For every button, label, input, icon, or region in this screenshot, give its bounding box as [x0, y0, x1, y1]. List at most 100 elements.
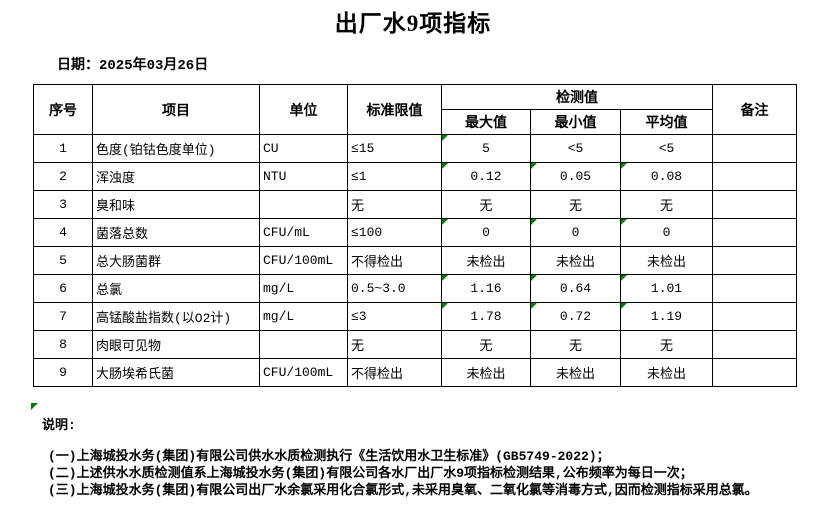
cell-limit-text: ≤100	[351, 225, 383, 240]
cell-item: 浑浊度	[92, 162, 260, 191]
cell-avg-text: 0	[662, 225, 671, 240]
cell-min: 无	[530, 190, 621, 219]
table-row: 9 大肠埃希氏菌 CFU/100mL 不得检出 未检出 未检出 未检出	[33, 358, 798, 387]
cell-max: 未检出	[441, 358, 531, 387]
cell-max: 未检出	[441, 246, 531, 275]
cell-error-flag-triangle	[442, 135, 448, 141]
cell-no-text: 5	[59, 253, 67, 268]
cell-avg: 0.08	[619, 162, 714, 191]
cell-min-text: 0.05	[559, 169, 592, 184]
col-header-avg: 平均值	[619, 109, 714, 135]
table-row: 4 菌落总数 CFU/mL ≤100 0 0 0	[33, 218, 798, 247]
cell-max-text: 0.12	[470, 169, 502, 184]
cell-min-text: 未检出	[555, 255, 595, 270]
cell-limit: ≤3	[347, 302, 442, 331]
cell-item-text: 臭和味	[96, 199, 136, 214]
cell-unit-text: mg/L	[263, 281, 295, 296]
cell-error-flag-triangle	[621, 219, 627, 225]
cell-error-flag-triangle	[442, 303, 448, 309]
cell-avg: 0	[619, 218, 714, 247]
cell-min-text: 0.72	[559, 309, 592, 324]
cell-error-flag-triangle	[442, 163, 448, 169]
cell-max-text: 1.78	[470, 309, 502, 324]
cell-item-text: 总氯	[96, 283, 123, 298]
notes-block: (一)上海城投水务(集团)有限公司供水水质检测执行《生活饮用水卫生标准》(GB5…	[48, 448, 758, 499]
cell-avg: 1.01	[619, 274, 714, 303]
cell-remark	[712, 162, 798, 191]
cell-limit: ≤100	[347, 218, 442, 247]
cell-avg-text: 无	[660, 339, 674, 354]
cell-error-flag-triangle	[531, 219, 537, 225]
cell-remark	[712, 274, 798, 303]
cell-limit: 不得检出	[347, 246, 442, 275]
cell-no-text: 8	[59, 337, 67, 352]
cell-item-text: 浑浊度	[96, 171, 136, 186]
cell-unit: CFU/mL	[259, 218, 348, 247]
cell-min: 未检出	[530, 246, 621, 275]
cell-limit-text: 不得检出	[351, 255, 404, 270]
cell-item-text: 高锰酸盐指数(以O2计)	[96, 311, 232, 326]
cell-remark	[712, 358, 798, 387]
cell-limit: ≤15	[347, 134, 442, 163]
note-line-2: (二)上述供水水质检测值系上海城投水务(集团)有限公司各水厂出厂水9项指标检测结…	[48, 466, 693, 481]
cell-unit-text: CFU/mL	[263, 225, 310, 240]
cell-avg-text: 无	[660, 199, 674, 214]
cell-max: 无	[441, 190, 531, 219]
cell-limit: 无	[347, 330, 442, 359]
cell-limit-text: 无	[351, 199, 365, 214]
cell-max-text: 未检出	[466, 367, 506, 382]
cell-avg-text: 1.19	[650, 309, 683, 324]
cell-max: 无	[441, 330, 531, 359]
cell-min: 无	[530, 330, 621, 359]
cell-avg: 无	[619, 190, 714, 219]
table-row: 3 臭和味 无 无 无 无	[33, 190, 798, 219]
cell-min: <5	[530, 134, 621, 163]
cell-item: 臭和味	[92, 190, 260, 219]
cell-unit	[259, 330, 348, 359]
col-header-detection: 检测值	[440, 84, 714, 110]
indicators-table: 序号 项目 单位 标准限值 检测值 备注 最大值 最小值 平均值 1 色度(铂钴色…	[33, 84, 798, 387]
cell-no-text: 4	[59, 225, 67, 240]
cell-min-text: 无	[568, 339, 582, 354]
notes-label: 说明:	[42, 418, 76, 433]
cell-error-flag-triangle	[621, 163, 627, 169]
cell-no-text: 2	[59, 169, 67, 184]
cell-item: 高锰酸盐指数(以O2计)	[92, 302, 260, 331]
col-header-remark: 备注	[712, 84, 798, 135]
cell-avg: 未检出	[619, 358, 714, 387]
cell-unit-text: NTU	[263, 169, 287, 184]
cell-error-flag-triangle	[621, 303, 627, 309]
table-row: 6 总氯 mg/L 0.5~3.0 1.16 0.64 1.01	[33, 274, 798, 303]
cell-min: 0	[530, 218, 621, 247]
cell-no: 6	[33, 274, 93, 303]
cell-min: 未检出	[530, 358, 621, 387]
cell-avg-text: <5	[658, 141, 675, 156]
cell-max: 1.16	[441, 274, 531, 303]
table-row: 7 高锰酸盐指数(以O2计) mg/L ≤3 1.78 0.72 1.19	[33, 302, 798, 331]
cell-max-text: 未检出	[466, 255, 506, 270]
cell-max-text: 5	[482, 141, 490, 156]
cell-error-flag-triangle	[442, 275, 448, 281]
cell-min: 0.72	[530, 302, 621, 331]
cell-remark	[712, 134, 798, 163]
cell-remark	[712, 218, 798, 247]
cell-error-flag-triangle	[442, 219, 448, 225]
cell-min-text: 0.64	[559, 281, 592, 296]
cell-no-text: 1	[59, 141, 67, 156]
cell-max-text: 1.16	[470, 281, 502, 296]
table-row: 8 肉眼可见物 无 无 无 无	[33, 330, 798, 359]
col-header-min: 最小值	[530, 109, 621, 135]
cell-limit: 无	[347, 190, 442, 219]
cell-item: 色度(铂钴色度单位)	[92, 134, 260, 163]
cell-item: 总氯	[92, 274, 260, 303]
cell-max-text: 0	[482, 225, 490, 240]
cell-item-text: 菌落总数	[96, 227, 149, 242]
col-header-item: 项目	[92, 84, 260, 135]
table-row: 5 总大肠菌群 CFU/100mL 不得检出 未检出 未检出 未检出	[33, 246, 798, 275]
cell-avg-text: 未检出	[647, 367, 687, 382]
cell-avg-text: 1.01	[650, 281, 683, 296]
cell-no: 3	[33, 190, 93, 219]
col-header-unit: 单位	[259, 84, 348, 135]
cell-unit: mg/L	[259, 274, 348, 303]
